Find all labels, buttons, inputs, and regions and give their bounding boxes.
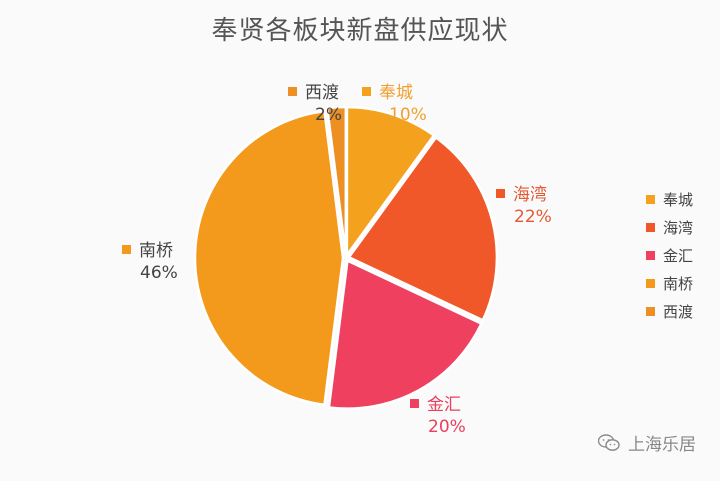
watermark-text: 上海乐居: [628, 435, 696, 455]
slice-label-xidu: 西渡 2%: [288, 82, 342, 126]
slice-label-nanqiao: 南桥 46%: [122, 240, 178, 284]
legend-swatch: [646, 223, 655, 232]
slice-label-jinhui: 金汇 20%: [410, 394, 466, 438]
legend-swatch: [646, 195, 655, 204]
legend-item-fengcheng: 奉城: [646, 186, 693, 214]
legend-item-xidu: 西渡: [646, 298, 693, 326]
legend-item-nanqiao: 南桥: [646, 270, 693, 298]
pie-slice-haiwan: [347, 135, 499, 322]
slice-label-marker: [122, 245, 131, 254]
pie-slice-nanqiao: [193, 109, 345, 407]
legend-swatch: [646, 251, 655, 260]
slice-label-fengcheng: 奉城 10%: [362, 82, 427, 126]
slice-label-marker: [410, 399, 419, 408]
pie-slice-xidu: [325, 105, 348, 256]
pie-slice-jinhui: [327, 258, 484, 410]
chart-title: 奉贤各板块新盘供应现状: [211, 16, 509, 46]
wechat-icon: [598, 433, 620, 451]
slice-label-marker: [496, 189, 505, 198]
slice-label-haiwan: 海湾 22%: [496, 184, 552, 228]
watermark: 上海乐居: [598, 430, 696, 455]
legend-item-haiwan: 海湾: [646, 214, 693, 242]
pie-slice-fengcheng: [345, 105, 436, 259]
slice-label-marker: [362, 87, 371, 96]
legend-item-jinhui: 金汇: [646, 242, 693, 270]
legend-swatch: [646, 307, 655, 316]
legend: 奉城 海湾 金汇 南桥 西渡: [646, 186, 693, 326]
slice-label-marker: [288, 87, 297, 96]
legend-swatch: [646, 279, 655, 288]
